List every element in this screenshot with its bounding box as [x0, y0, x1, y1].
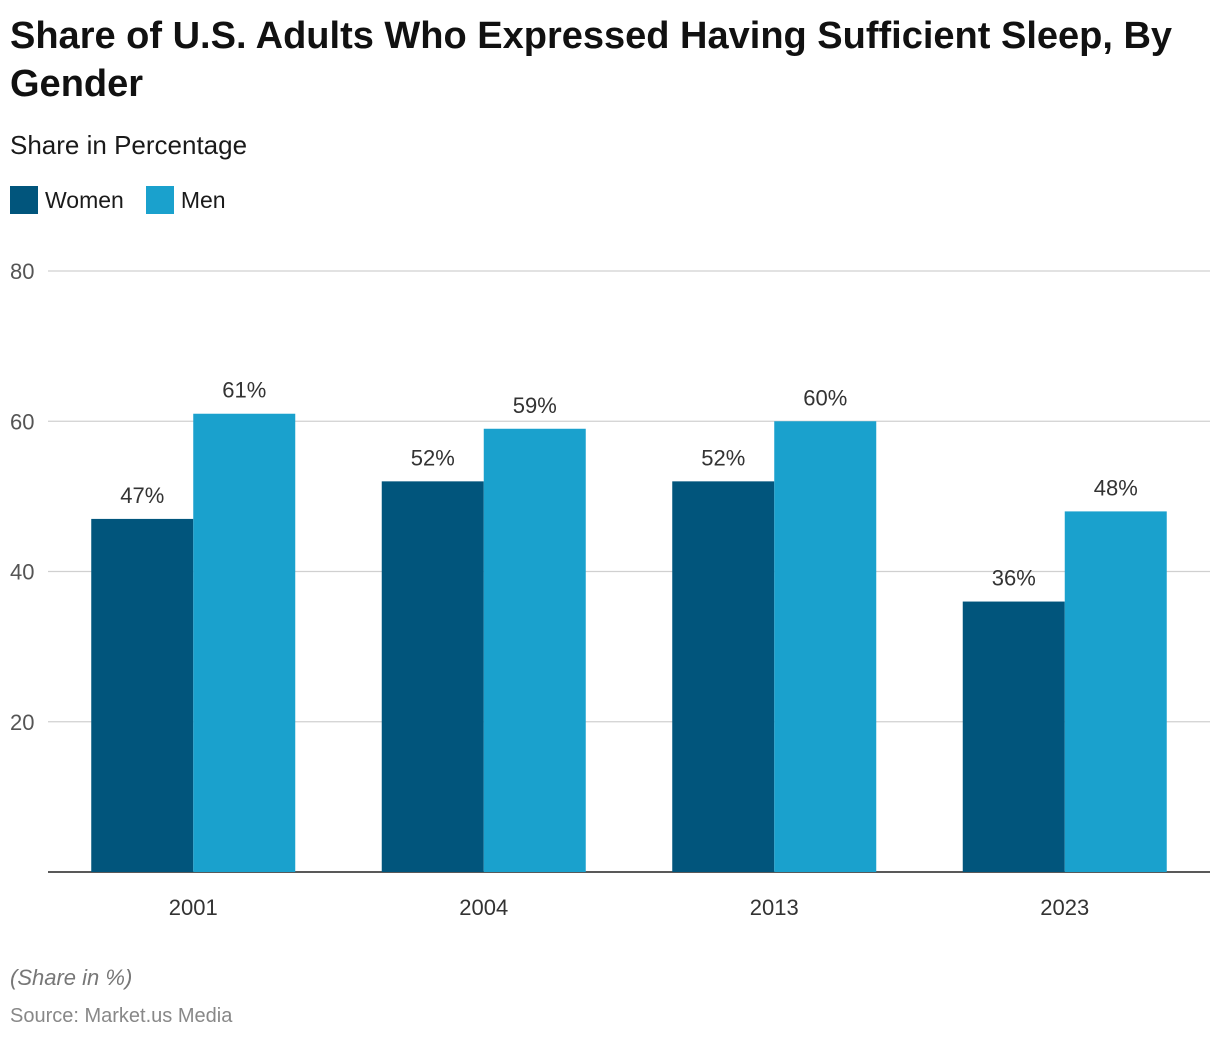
data-label: 61% [222, 378, 266, 403]
bar-men-2004 [483, 428, 586, 872]
chart-subtitle: Share in Percentage [10, 130, 248, 160]
y-tick-label: 20 [10, 710, 34, 735]
chart-note: (Share in %) [10, 965, 133, 990]
bar-women-2001 [91, 518, 194, 872]
chart-source: Source: Market.us Media [10, 1005, 233, 1027]
legend-swatch-men [145, 186, 174, 214]
legend-label-men: Men [180, 186, 226, 213]
legend-label-women: Women [45, 186, 124, 213]
bar-men-2001 [193, 413, 296, 872]
data-label: 48% [1094, 475, 1138, 500]
bar-women-2004 [381, 481, 484, 872]
legend: Women Men [10, 186, 248, 214]
x-tick-label: 2013 [750, 895, 799, 920]
data-label: 47% [120, 483, 164, 508]
bar-men-2013 [774, 421, 877, 872]
bar-women-2023 [962, 601, 1065, 872]
legend-item-women: Women [10, 186, 124, 214]
x-tick-label: 2023 [1040, 895, 1089, 920]
bar-chart: 20 40 60 80 47% 61% 2001 52% 59% 2004 52% 60% 2013 36… [10, 259, 1210, 920]
data-label: 60% [803, 385, 847, 410]
data-label: 52% [411, 445, 455, 470]
chart-title: Share of U.S. Adults Who Expressed Havin… [10, 15, 1173, 105]
bar-men-2023 [1064, 511, 1167, 872]
y-tick-label: 60 [10, 409, 34, 434]
legend-swatch-women [10, 186, 38, 214]
x-tick-label: 2004 [459, 895, 508, 920]
bar-women-2013 [672, 481, 775, 872]
data-label: 52% [701, 445, 745, 470]
data-label: 36% [992, 566, 1036, 591]
x-tick-label: 2001 [169, 895, 218, 920]
y-tick-label: 40 [10, 560, 34, 585]
data-label: 59% [513, 393, 557, 418]
y-tick-label: 80 [10, 259, 34, 284]
legend-item-men: Men [145, 186, 226, 214]
